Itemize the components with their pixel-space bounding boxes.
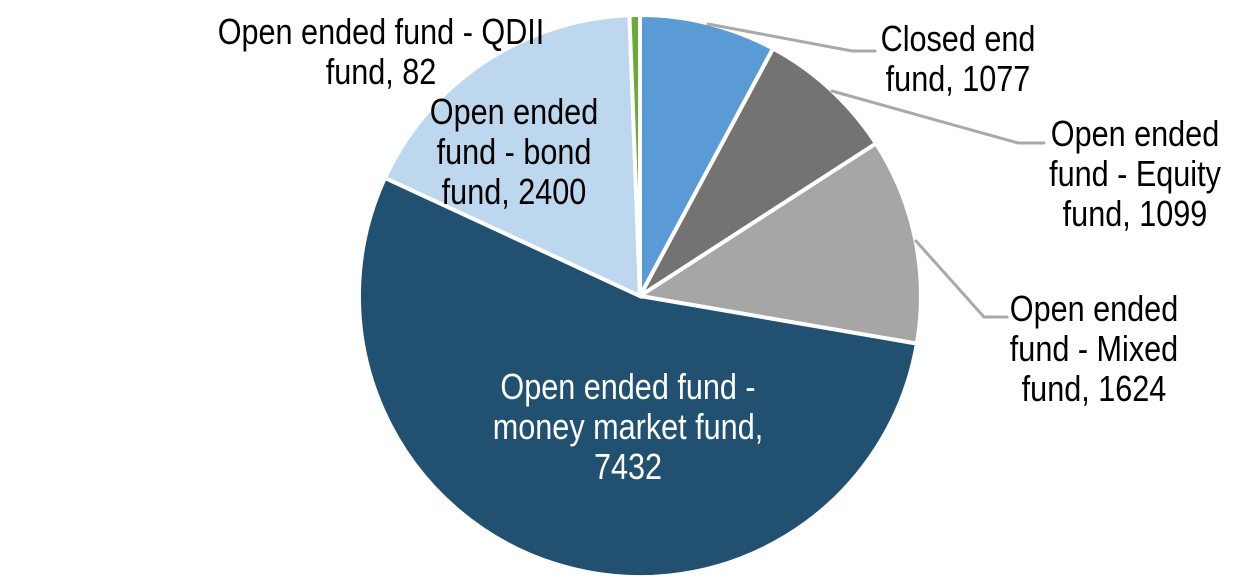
data-label-closed-end-fund: Closed end fund, 1077: [881, 19, 1036, 99]
pie-slice-open-ended-bond-fund: [382, 13, 643, 300]
pie-slice-open-ended-equity-fund: [638, 45, 879, 298]
pie-slice-open-ended-money-market-fund: [356, 175, 920, 580]
data-label-line: money market fund,: [492, 406, 764, 447]
data-label-line: Open ended fund -: [500, 366, 756, 407]
data-label-line: fund - Equity: [1049, 153, 1221, 194]
data-label-line: fund, 1077: [885, 58, 1031, 99]
data-label-qdii-fund: Open ended fund - QDII fund, 82: [218, 12, 545, 92]
data-label-money-market-fund: Open ended fund - money market fund, 743…: [493, 367, 763, 487]
pie-slices: [356, 12, 923, 580]
leader-line-equity-fund: [830, 89, 1046, 145]
data-label-line: fund, 1099: [1062, 193, 1208, 234]
data-label-line: fund - Mixed: [1009, 328, 1179, 369]
data-label-line: Open ended: [1009, 288, 1179, 329]
pie-slice-open-ended-qdii-fund: [627, 12, 642, 297]
data-label-equity-fund: Open ended fund - Equity fund, 1099: [1049, 114, 1221, 234]
data-label-bond-fund: Open ended fund - bond fund, 2400: [430, 92, 598, 212]
data-label-line: 7432: [593, 446, 663, 487]
leader-lines: [706, 22, 1046, 319]
pie-slice-open-ended-mixed-fund: [634, 140, 923, 346]
data-label-line: fund, 82: [325, 51, 437, 92]
data-label-line: fund - bond: [436, 131, 592, 172]
data-label-line: fund, 1624: [1021, 368, 1167, 409]
leader-line-mixed-fund: [914, 239, 1009, 319]
data-label-line: fund, 2400: [441, 171, 587, 212]
leader-line-closed-end-fund: [706, 22, 877, 53]
data-label-line: Open ended: [1050, 113, 1220, 154]
data-label-line: Closed end: [880, 18, 1036, 59]
data-label-mixed-fund: Open ended fund - Mixed fund, 1624: [1010, 289, 1178, 409]
data-label-line: Open ended fund - QDII: [217, 11, 545, 52]
data-label-line: Open ended: [429, 91, 599, 132]
